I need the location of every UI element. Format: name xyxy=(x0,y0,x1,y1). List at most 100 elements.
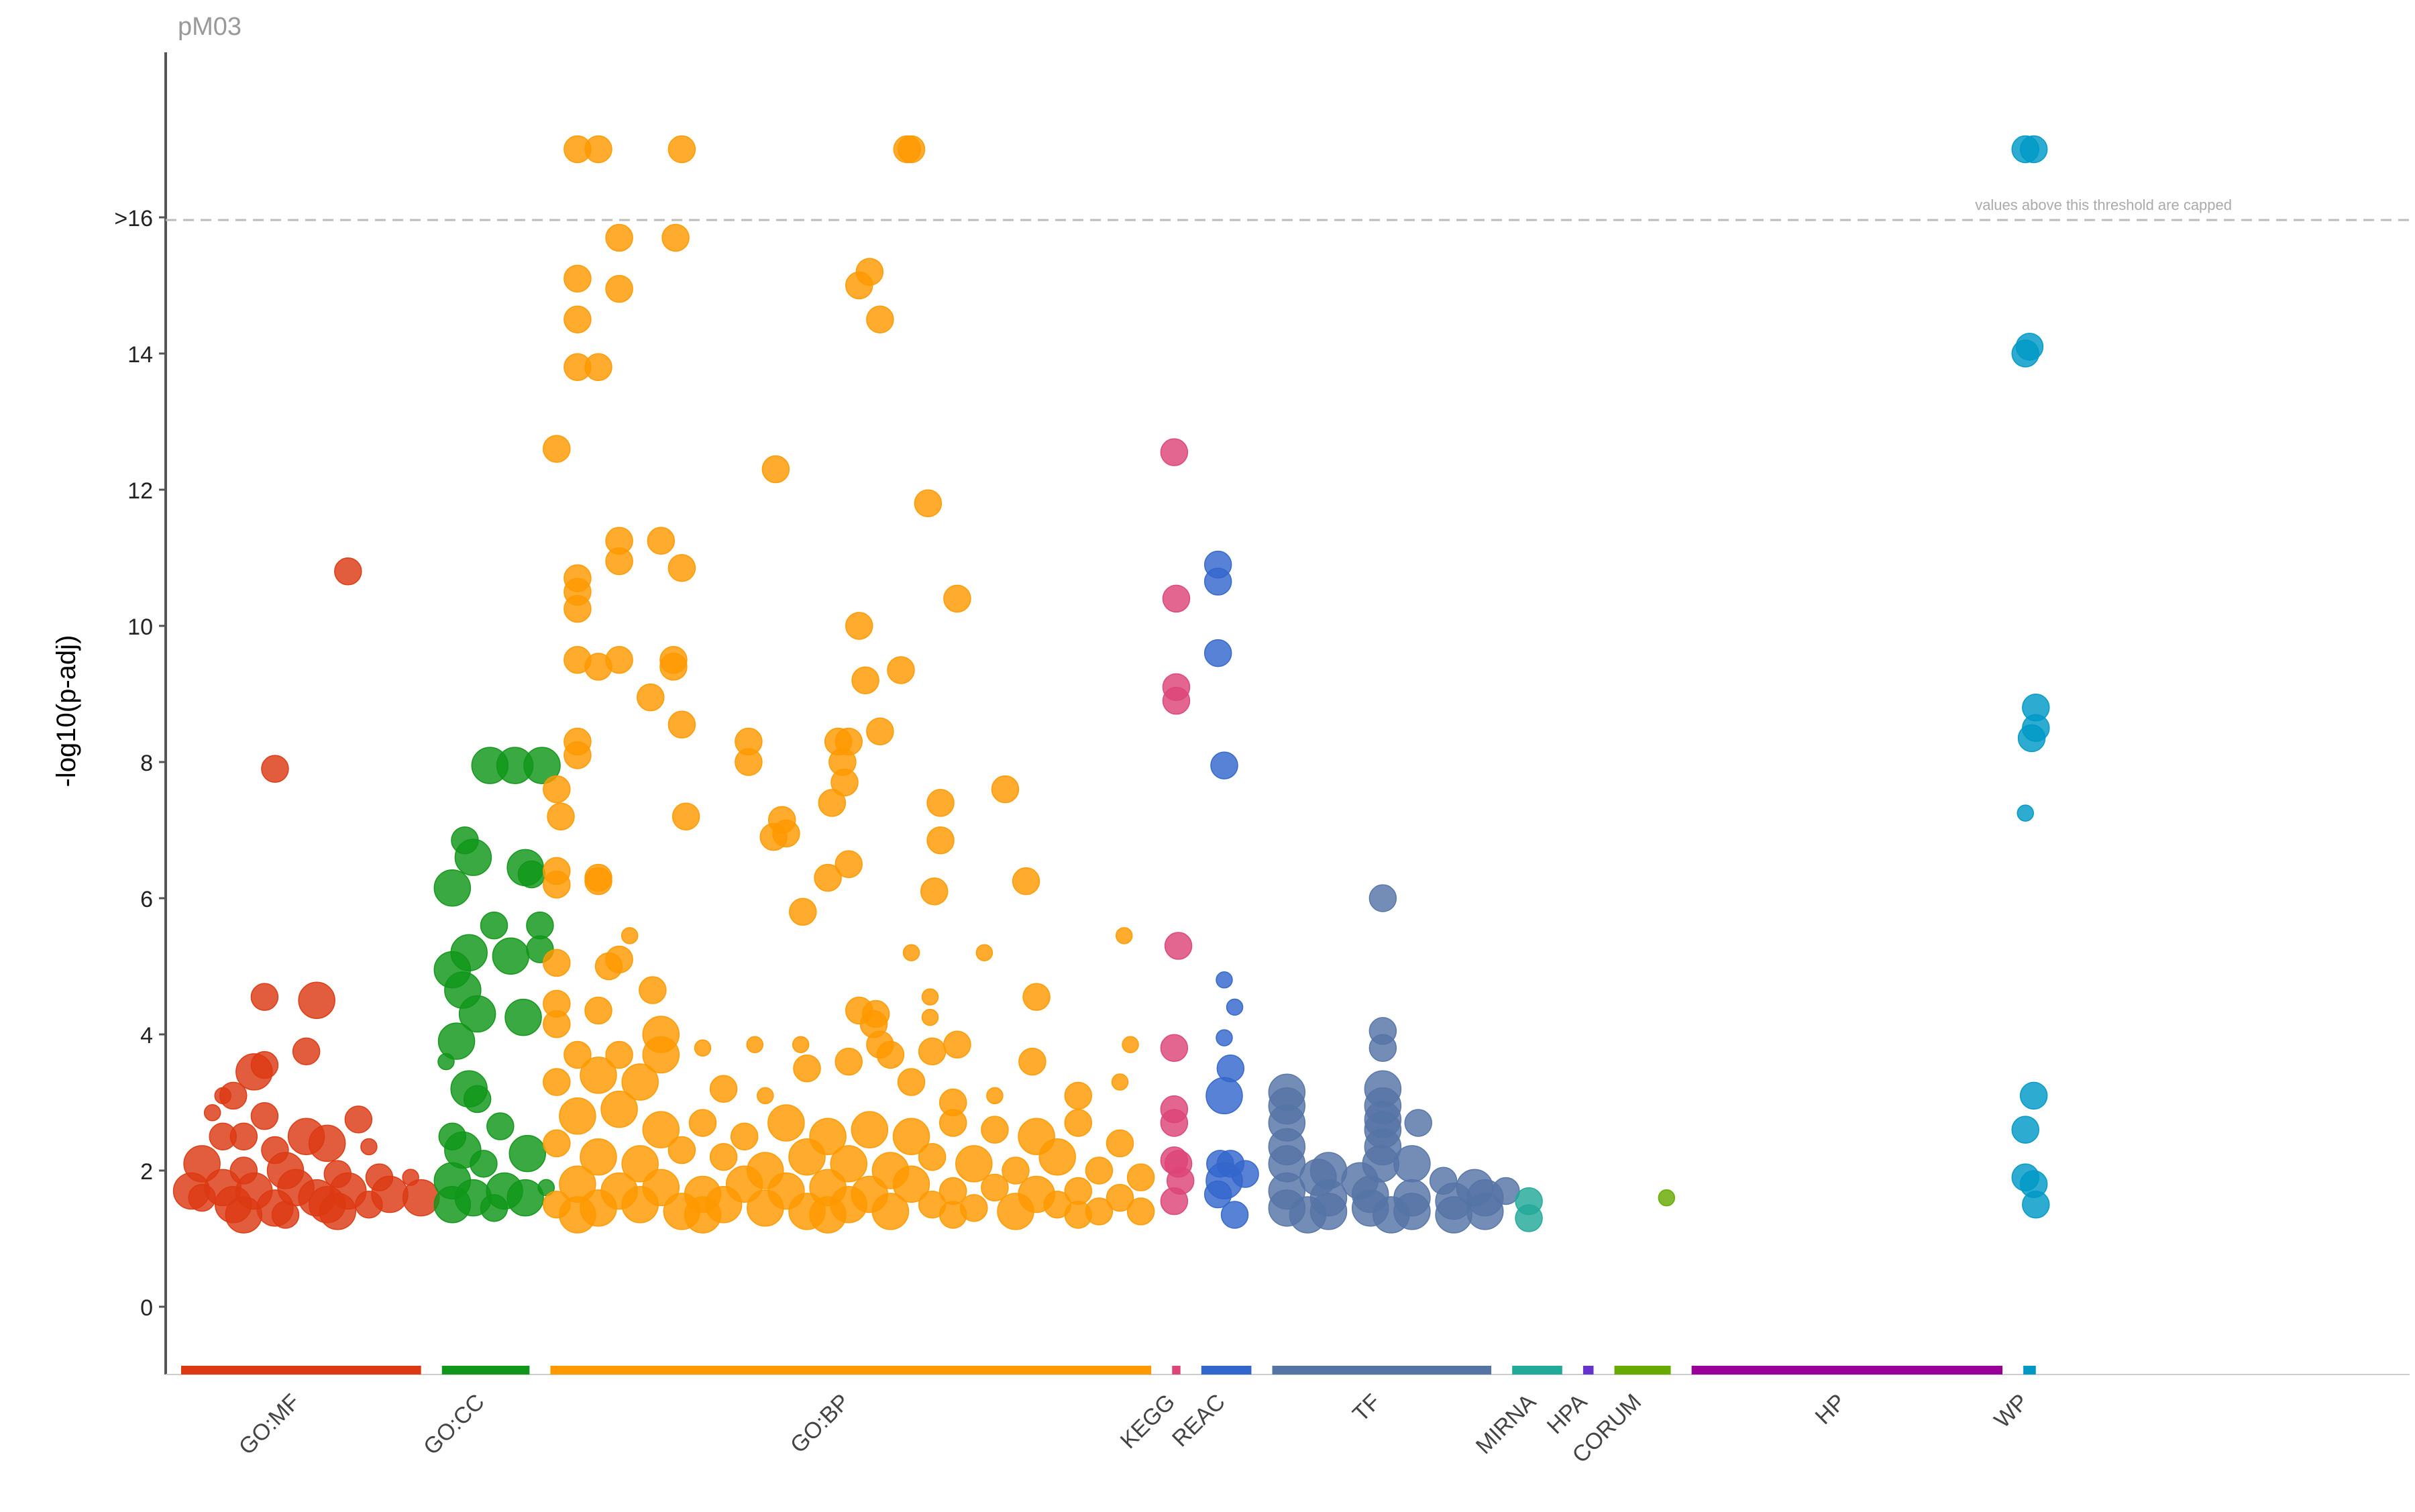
data-point xyxy=(975,944,994,961)
source-bar xyxy=(441,1366,530,1374)
data-point xyxy=(250,1102,279,1130)
data-point xyxy=(1216,971,1233,989)
data-point xyxy=(1106,1129,1134,1158)
data-point xyxy=(261,755,289,783)
x-tick-label: GO:CC xyxy=(419,1389,490,1460)
source-bar xyxy=(1614,1366,1671,1374)
data-point xyxy=(981,1173,1009,1202)
data-point xyxy=(876,1040,905,1069)
data-point xyxy=(938,1109,967,1137)
data-point xyxy=(1126,1197,1155,1226)
data-point xyxy=(835,1047,863,1076)
data-point xyxy=(1160,438,1189,466)
x-tick-label: GO:MF xyxy=(234,1389,305,1460)
data-point xyxy=(709,1142,738,1171)
data-point xyxy=(1106,1183,1134,1212)
data-point xyxy=(792,1036,810,1053)
data-point xyxy=(1373,1196,1410,1234)
data-point xyxy=(735,748,763,776)
data-point xyxy=(667,135,696,164)
data-point xyxy=(605,274,633,303)
data-point xyxy=(454,839,492,876)
data-point xyxy=(1064,1109,1093,1137)
x-tick-label: WP xyxy=(1990,1389,2034,1434)
data-point xyxy=(308,1124,346,1163)
data-point xyxy=(402,1179,440,1217)
data-point xyxy=(2017,804,2034,822)
data-point xyxy=(918,1037,947,1066)
x-tick-label: GO:BP xyxy=(786,1389,855,1458)
source-bar xyxy=(2023,1366,2036,1374)
data-point xyxy=(684,1196,722,1234)
data-point xyxy=(203,1103,221,1122)
data-point xyxy=(298,981,335,1019)
data-point xyxy=(319,1193,356,1230)
data-point xyxy=(504,998,542,1036)
data-point xyxy=(747,1189,784,1227)
data-point xyxy=(793,1055,821,1083)
data-point xyxy=(584,353,612,382)
data-point xyxy=(788,1138,826,1176)
data-point xyxy=(2019,1081,2048,1110)
data-point xyxy=(605,945,633,974)
data-point xyxy=(584,867,612,896)
data-point xyxy=(621,1063,659,1101)
data-point xyxy=(437,1052,455,1071)
data-point xyxy=(921,988,939,1006)
data-point xyxy=(767,1104,805,1142)
data-point xyxy=(830,768,859,797)
data-point xyxy=(458,995,496,1033)
data-point xyxy=(1012,867,1040,896)
data-point xyxy=(470,1150,498,1178)
data-point xyxy=(938,1201,967,1229)
y-tick-label: 12 xyxy=(127,478,153,504)
data-point xyxy=(1038,1138,1076,1176)
data-point xyxy=(605,1040,633,1069)
y-tick-label: 4 xyxy=(140,1023,153,1048)
data-point xyxy=(1160,1187,1189,1216)
data-point xyxy=(642,1111,680,1148)
data-point xyxy=(642,1036,680,1074)
x-tick-label: TF xyxy=(1348,1389,1385,1427)
data-point xyxy=(1064,1081,1093,1110)
data-point xyxy=(1064,1201,1093,1229)
data-point xyxy=(851,1111,889,1148)
data-point xyxy=(1216,1029,1233,1046)
data-point xyxy=(1126,1163,1155,1191)
data-point xyxy=(480,1194,508,1222)
data-point xyxy=(991,775,1020,804)
y-tick-label: 14 xyxy=(127,342,153,368)
data-point xyxy=(1160,1034,1189,1063)
data-point xyxy=(188,1183,216,1212)
data-point xyxy=(543,1010,571,1038)
x-tick-label: REAC xyxy=(1167,1389,1230,1452)
data-point xyxy=(526,911,554,940)
data-point xyxy=(920,877,949,906)
data-point xyxy=(851,666,879,694)
data-point xyxy=(355,1191,383,1219)
data-point xyxy=(2017,724,2046,753)
data-point xyxy=(2019,135,2048,164)
data-point xyxy=(564,594,592,623)
data-point xyxy=(543,775,571,804)
data-point xyxy=(997,1193,1034,1230)
data-point xyxy=(621,1186,659,1224)
data-point xyxy=(667,710,696,739)
data-point xyxy=(1435,1196,1472,1234)
y-tick-label: 0 xyxy=(140,1295,153,1321)
data-point xyxy=(621,1145,659,1183)
data-point xyxy=(943,1030,971,1059)
y-tick-label: 8 xyxy=(140,751,153,776)
data-point xyxy=(1226,998,1244,1016)
data-point xyxy=(918,1142,947,1171)
data-point xyxy=(986,1087,1004,1105)
data-point xyxy=(921,1008,939,1026)
data-point xyxy=(1368,884,1397,912)
data-point xyxy=(219,1081,248,1110)
data-point xyxy=(508,1134,547,1173)
data-point xyxy=(981,1116,1009,1144)
y-axis-title: -log10(p-adj) xyxy=(52,635,81,788)
data-point xyxy=(547,802,575,830)
data-point xyxy=(235,1053,273,1091)
